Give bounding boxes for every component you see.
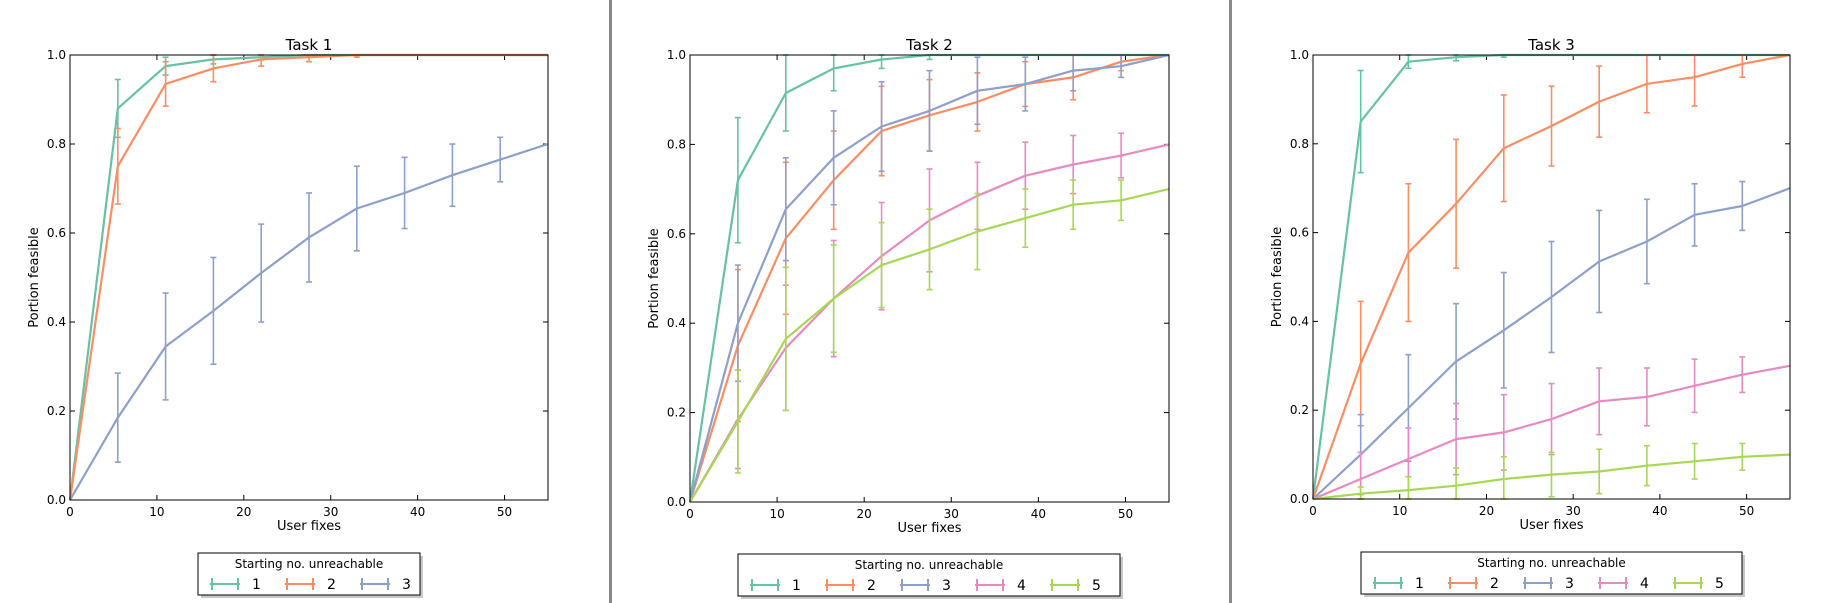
chart-title: Task 3 bbox=[1527, 36, 1575, 54]
series-line bbox=[1311, 53, 1791, 500]
y-axis-label: Portion feasible bbox=[27, 227, 42, 328]
legend-label: 2 bbox=[327, 577, 336, 593]
x-tick-label: 50 bbox=[1118, 507, 1133, 521]
plot-frame bbox=[1312, 54, 1791, 500]
legend-label: 1 bbox=[792, 578, 801, 594]
x-tick-label: 50 bbox=[497, 505, 512, 519]
y-tick-label: 0.8 bbox=[1290, 137, 1309, 151]
x-tick-label: 40 bbox=[410, 505, 425, 519]
y-tick-label: 1.0 bbox=[1290, 48, 1309, 62]
x-tick-label: 0 bbox=[1309, 504, 1317, 518]
x-tick-label: 30 bbox=[1566, 504, 1581, 518]
series-5 bbox=[689, 179, 1170, 503]
chart-title: Task 1 bbox=[285, 36, 333, 54]
y-tick-label: 0.8 bbox=[47, 137, 66, 151]
series-line bbox=[688, 53, 1170, 503]
x-tick-label: 10 bbox=[149, 505, 164, 519]
series-line bbox=[689, 188, 1170, 503]
x-tick-label: 0 bbox=[686, 507, 694, 521]
chart-panel-3: Task 3 User fixes Portion feasible 0 10 20 30 4… bbox=[1270, 36, 1791, 597]
panel-separator bbox=[609, 0, 612, 603]
x-tick-label: 30 bbox=[323, 505, 338, 519]
y-tick-label: 0.2 bbox=[667, 406, 686, 420]
series-line bbox=[1312, 187, 1791, 500]
x-tick-label: 30 bbox=[944, 507, 959, 521]
series-line bbox=[69, 142, 549, 501]
y-tick-label: 0.6 bbox=[1290, 226, 1309, 240]
x-tick-label: 10 bbox=[769, 507, 784, 521]
y-tick-label: 0.6 bbox=[47, 226, 66, 240]
legend-label: 2 bbox=[867, 578, 876, 594]
legend-label: 1 bbox=[1415, 576, 1424, 592]
legend-title: Starting no. unreachable bbox=[1477, 556, 1626, 570]
y-tick-label: 0.0 bbox=[667, 495, 686, 509]
legend: Starting no. unreachable 1 2 3 bbox=[197, 552, 423, 598]
x-axis-label: User fixes bbox=[897, 521, 961, 536]
y-tick-label: 1.0 bbox=[667, 48, 686, 62]
series-3 bbox=[688, 53, 1170, 503]
series-4 bbox=[689, 132, 1170, 503]
plot-frame bbox=[689, 54, 1170, 503]
series-2 bbox=[1311, 53, 1791, 500]
x-axis-label: User fixes bbox=[1519, 518, 1583, 533]
series-3 bbox=[69, 136, 549, 501]
y-tick-label: 0.2 bbox=[47, 404, 66, 418]
legend: Starting no. unreachable 1 2 3 4 5 bbox=[1360, 551, 1745, 597]
chart-panel-1: Task 1 User fixes Portion feasible 0 10 20 30 4… bbox=[27, 36, 549, 598]
y-tick-label: 0.4 bbox=[47, 315, 66, 329]
legend: Starting no. unreachable 1 2 3 4 5 bbox=[737, 553, 1123, 599]
legend-box bbox=[197, 552, 421, 596]
legend-title: Starting no. unreachable bbox=[855, 558, 1004, 572]
legend-label: 3 bbox=[402, 577, 411, 593]
plot-frame bbox=[69, 54, 549, 501]
series-line bbox=[1312, 453, 1791, 501]
series-line bbox=[1312, 364, 1791, 501]
series-5 bbox=[1312, 442, 1791, 501]
legend-label: 4 bbox=[1017, 578, 1026, 594]
x-tick-label: 20 bbox=[236, 505, 251, 519]
legend-label: 3 bbox=[1565, 576, 1574, 592]
y-axis-label: Portion feasible bbox=[1270, 227, 1285, 328]
y-tick-label: 0.4 bbox=[667, 316, 686, 330]
legend-label: 2 bbox=[1490, 576, 1499, 592]
legend-label: 3 bbox=[942, 578, 951, 594]
x-axis-label: User fixes bbox=[277, 519, 341, 534]
y-tick-label: 0.6 bbox=[667, 227, 686, 241]
y-tick-label: 0.4 bbox=[1290, 314, 1309, 328]
y-tick-label: 0.0 bbox=[47, 493, 66, 507]
panel-separator bbox=[1229, 0, 1232, 603]
x-tick-label: 20 bbox=[1479, 504, 1494, 518]
chart-title: Task 2 bbox=[905, 36, 953, 54]
y-tick-label: 0.0 bbox=[1290, 492, 1309, 506]
y-axis-label: Portion feasible bbox=[647, 228, 662, 329]
legend-label: 5 bbox=[1715, 576, 1724, 592]
y-tick-label: 0.8 bbox=[667, 137, 686, 151]
legend-label: 5 bbox=[1092, 578, 1101, 594]
y-tick-label: 1.0 bbox=[47, 48, 66, 62]
legend-label: 4 bbox=[1640, 576, 1649, 592]
legend-title: Starting no. unreachable bbox=[235, 557, 384, 571]
legend-label: 1 bbox=[252, 577, 261, 593]
x-tick-label: 10 bbox=[1392, 504, 1407, 518]
x-tick-label: 20 bbox=[857, 507, 872, 521]
chart-panel-2: Task 2 User fixes Portion feasible 0 10 20 30 4… bbox=[647, 36, 1170, 599]
x-tick-label: 40 bbox=[1031, 507, 1046, 521]
y-tick-label: 0.2 bbox=[1290, 403, 1309, 417]
x-tick-label: 50 bbox=[1739, 504, 1754, 518]
x-tick-label: 0 bbox=[66, 505, 74, 519]
x-tick-label: 40 bbox=[1652, 504, 1667, 518]
